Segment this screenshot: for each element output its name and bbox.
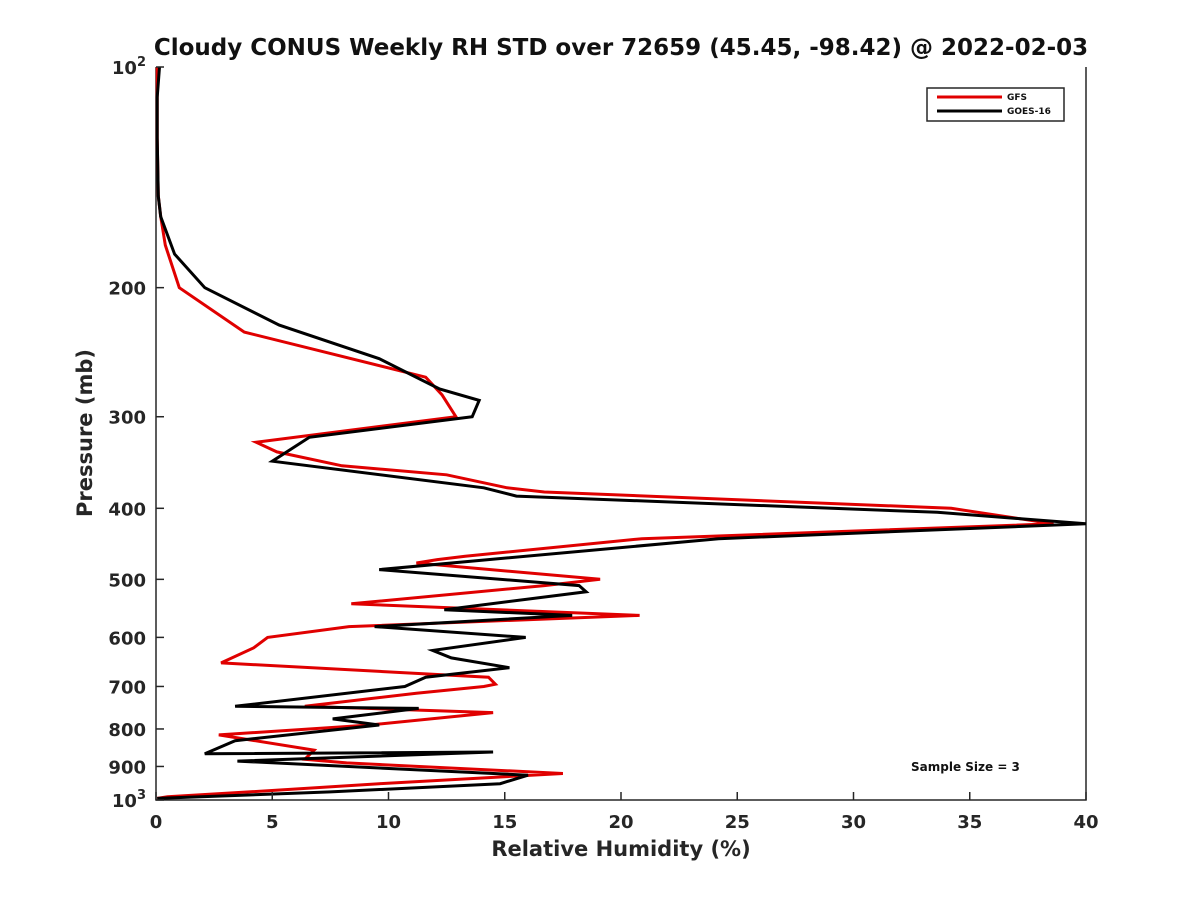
- x-tick-label: 25: [725, 812, 750, 833]
- y-tick-label: 103: [112, 788, 146, 812]
- x-tick-label: 5: [266, 812, 279, 833]
- y-tick-label: 400: [108, 499, 146, 520]
- y-tick-label: 800: [108, 720, 146, 741]
- plot-area: 0 5 10 15 20 25 30 35 40 102 200 300 400 500 600 700 800…: [108, 55, 1098, 833]
- y-tick-label: 500: [108, 570, 146, 591]
- ticks-layer: 0 5 10 15 20 25 30 35 40 102 200 300 400 500 600 700 800…: [108, 55, 1098, 833]
- y-tick-label: 700: [108, 677, 146, 698]
- x-tick-label: 15: [492, 812, 517, 833]
- series-line-goes-16: [155, 66, 1087, 800]
- chart-title: Cloudy CONUS Weekly RH STD over 72659 (4…: [154, 35, 1088, 61]
- axes-box: [155, 67, 1087, 801]
- legend-label: GFS: [1007, 93, 1027, 103]
- x-tick-label: 35: [957, 812, 982, 833]
- legend-label: GOES-16: [1007, 107, 1051, 117]
- legend: GFS GOES-16: [926, 87, 1065, 122]
- x-axis-label: Relative Humidity (%): [491, 837, 750, 861]
- series-line-gfs: [155, 67, 1054, 800]
- x-tick-label: 0: [150, 812, 163, 833]
- series-layer: [155, 66, 1087, 800]
- y-axis-label: Pressure (mb): [73, 349, 97, 517]
- x-tick-label: 10: [376, 812, 401, 833]
- legend-box: [926, 87, 1065, 122]
- y-tick-label: 900: [108, 757, 146, 778]
- x-tick-label: 20: [608, 812, 633, 833]
- x-tick-label: 40: [1073, 812, 1098, 833]
- y-tick-label: 600: [108, 628, 146, 649]
- y-tick-label: 200: [108, 279, 146, 300]
- y-tick-label: 102: [112, 55, 146, 79]
- sample-size-annotation: Sample Size = 3: [911, 760, 1020, 774]
- x-tick-label: 30: [841, 812, 866, 833]
- y-tick-label: 300: [108, 408, 146, 429]
